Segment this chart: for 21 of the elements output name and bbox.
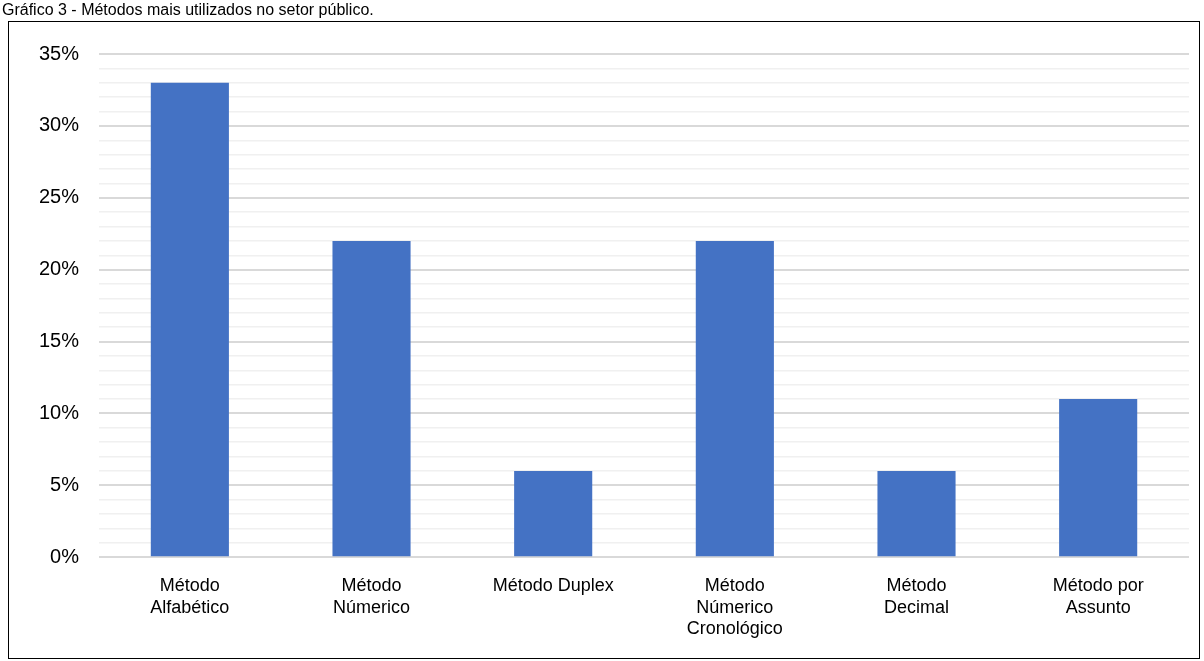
y-tick-label: 30% bbox=[39, 113, 80, 136]
x-tick-label: Método Duplex bbox=[492, 574, 614, 595]
y-tick-label: 0% bbox=[50, 544, 80, 567]
y-tick-label: 10% bbox=[39, 400, 80, 423]
x-tick-label: Método Alfabético bbox=[150, 574, 230, 617]
chart-title: Gráfico 3 - Métodos mais utilizados no setor público. bbox=[2, 1, 374, 19]
bar bbox=[1059, 399, 1138, 557]
y-tick-label: 15% bbox=[39, 329, 80, 352]
bar bbox=[695, 240, 774, 557]
bar bbox=[877, 470, 956, 557]
y-tick-label: 35% bbox=[39, 41, 80, 64]
bar bbox=[514, 470, 593, 557]
bar bbox=[332, 240, 411, 557]
bar bbox=[150, 82, 229, 557]
y-tick-label: 25% bbox=[39, 185, 80, 208]
x-tick-label: Método Númerico Cronológico bbox=[686, 574, 783, 639]
y-tick-label: 5% bbox=[50, 472, 80, 495]
y-tick-label: 20% bbox=[39, 257, 80, 280]
x-tick-label: Método Númerico bbox=[333, 574, 411, 617]
x-tick-label: Método por Assunto bbox=[1052, 574, 1144, 617]
x-tick-label: Método Decimal bbox=[884, 574, 950, 617]
